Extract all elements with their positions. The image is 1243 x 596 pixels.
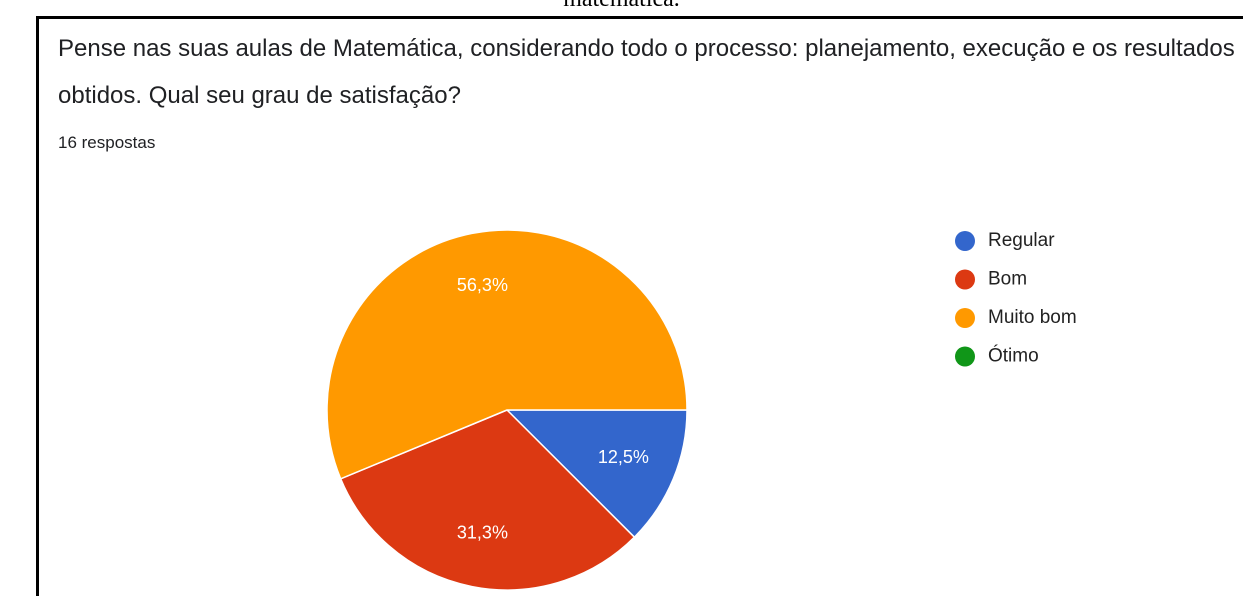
legend-swatch bbox=[955, 308, 975, 328]
slice-label: 12,5% bbox=[598, 447, 649, 467]
legend-label: Regular bbox=[988, 230, 1055, 251]
legend-swatch bbox=[955, 269, 975, 290]
question-title: Pense nas suas aulas de Matemática, cons… bbox=[58, 35, 1235, 109]
slice-label: 31,3% bbox=[457, 522, 508, 542]
slice-label: 56,3% bbox=[457, 275, 508, 295]
pie-slice bbox=[505, 409, 688, 539]
legend-label: Ótimo bbox=[988, 345, 1039, 367]
caption: matemática. bbox=[0, 0, 1243, 13]
legend-label: Bom bbox=[988, 269, 1027, 290]
response-count: 16 respostas bbox=[58, 133, 156, 152]
pie-slice bbox=[326, 229, 688, 480]
legend-swatch bbox=[955, 231, 975, 251]
legend-swatch bbox=[955, 346, 975, 367]
pie-slice bbox=[339, 409, 636, 591]
card: Pense nas suas aulas de Matemática, cons… bbox=[36, 16, 1243, 596]
legend-label: Muito bom bbox=[988, 307, 1077, 328]
